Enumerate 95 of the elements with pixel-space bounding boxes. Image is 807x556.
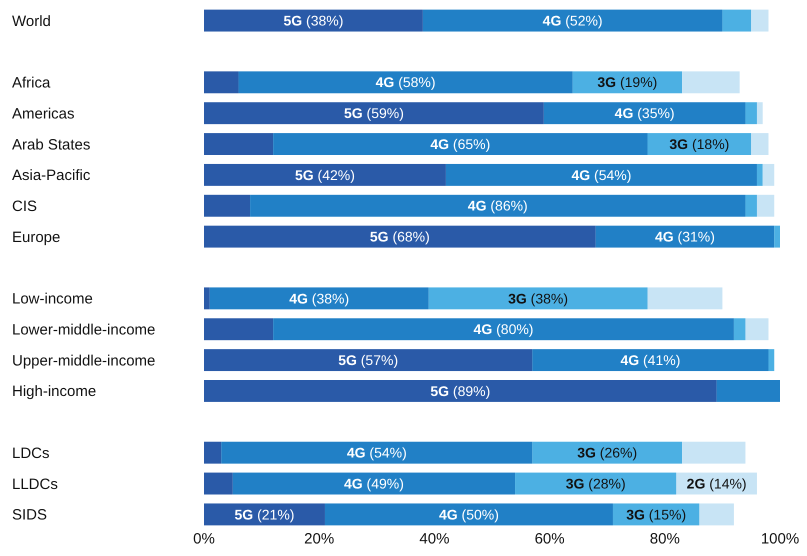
data-label: 4G (58%) [376, 74, 436, 90]
bar [446, 164, 757, 186]
data-label: 4G (65%) [430, 136, 490, 152]
data-label: 2G (14%) [686, 475, 747, 492]
data-label: 5G (89%) [430, 382, 490, 399]
data-label: 3G (28%) [566, 475, 626, 492]
data-label: 4G (38%) [289, 290, 350, 306]
bar [596, 226, 774, 248]
data-label: 3G (38%) [508, 290, 568, 306]
bar [745, 318, 768, 340]
data-label: 3G (19%) [597, 74, 658, 90]
bar [768, 349, 774, 372]
y-tick-label: SIDS [12, 506, 48, 524]
bar [682, 442, 746, 464]
y-tick-label: CIS [12, 198, 38, 216]
bar [544, 102, 746, 124]
data-label: 4G (35%) [614, 105, 675, 122]
bar [756, 164, 763, 186]
y-tick-label: High-income [12, 383, 96, 400]
bar [751, 133, 768, 155]
bar [210, 287, 429, 310]
x-tick-label: 40% [419, 530, 450, 548]
y-tick-label: Low-income [12, 290, 93, 308]
bar [774, 226, 780, 248]
bar [204, 472, 233, 495]
x-tick-label: 80% [650, 530, 680, 548]
data-label: 4G (31%) [655, 228, 715, 245]
y-tick-label: Americas [12, 105, 75, 122]
data-label: 5G (42%) [295, 166, 355, 183]
bar [250, 194, 746, 217]
y-tick-label: Arab States [12, 136, 90, 154]
data-label: 4G (50%) [439, 506, 499, 522]
bar [204, 133, 274, 155]
bar [204, 442, 222, 464]
y-tick-label: World [12, 12, 51, 30]
y-tick-label: LDCs [12, 444, 50, 462]
bar [204, 102, 544, 124]
data-label: 5G (21%) [234, 506, 294, 522]
bar [204, 71, 239, 94]
y-tick-label: Asia-Pacific [12, 167, 91, 184]
bar [204, 194, 250, 217]
data-label: 5G (68%) [370, 228, 430, 245]
y-tick-label: Europe [12, 228, 60, 246]
bar [745, 194, 757, 217]
x-tick-label: 100% [760, 530, 800, 548]
bar [204, 10, 423, 32]
bar [682, 71, 740, 94]
bar [745, 102, 757, 124]
bar [762, 164, 774, 186]
bar [751, 10, 768, 32]
data-label: 4G (49%) [344, 475, 404, 492]
bar [532, 442, 682, 464]
data-label: 4G (54%) [346, 444, 407, 461]
y-tick-label: LLDCs [12, 476, 58, 493]
bar [204, 164, 446, 186]
data-label: 4G (54%) [571, 166, 632, 183]
y-tick-label: Upper-middle-income [12, 352, 156, 370]
data-label: 4G (86%) [468, 198, 528, 214]
bar [204, 503, 325, 526]
bar [756, 194, 774, 217]
bar [722, 10, 752, 32]
data-label: 3G (26%) [577, 444, 638, 461]
bar [648, 287, 722, 310]
data-label: 5G (38%) [283, 12, 344, 28]
data-label: 4G (80%) [474, 321, 534, 338]
bar [204, 349, 532, 372]
bar [204, 318, 274, 340]
bar [428, 287, 648, 310]
bar [273, 318, 734, 340]
bar [422, 10, 722, 32]
data-label: 5G (57%) [338, 352, 398, 368]
bar [204, 226, 596, 248]
bar [204, 380, 717, 402]
bar [756, 102, 763, 124]
y-tick-label: Africa [12, 74, 51, 92]
y-tick-label: Lower-middle-income [12, 321, 156, 338]
data-label: 4G (41%) [620, 352, 680, 368]
bar [716, 380, 780, 402]
x-tick-label: 60% [534, 530, 565, 548]
bar [734, 318, 746, 340]
bar [532, 349, 768, 372]
x-tick-label: 0% [193, 530, 215, 548]
data-label: 3G (18%) [669, 136, 730, 152]
bar [699, 503, 734, 526]
data-label: 5G (59%) [344, 105, 404, 122]
data-label: 4G (52%) [542, 12, 603, 28]
data-label: 3G (15%) [626, 506, 686, 522]
bar [204, 287, 210, 310]
bar [515, 472, 676, 495]
bar [221, 442, 532, 464]
bar [232, 472, 516, 495]
bar [273, 133, 648, 155]
x-tick-label: 20% [304, 530, 334, 548]
bar [324, 503, 613, 526]
bar [238, 71, 573, 94]
